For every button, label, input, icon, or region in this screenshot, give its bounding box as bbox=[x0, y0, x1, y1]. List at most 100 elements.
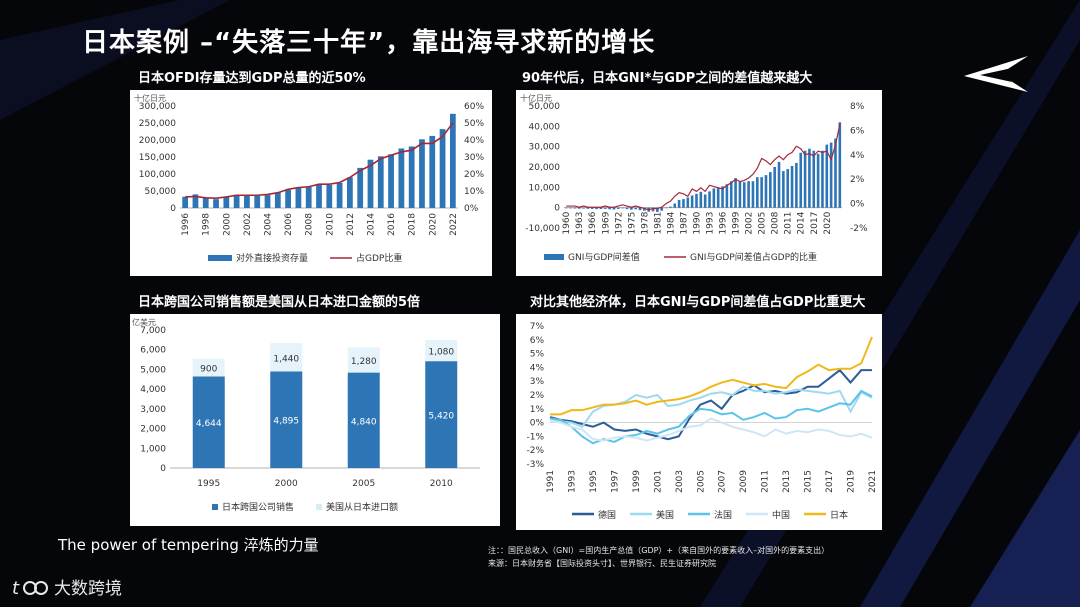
chart1-bar bbox=[213, 199, 219, 208]
chart4-ytick: 4% bbox=[530, 363, 545, 373]
chart2-bar bbox=[708, 191, 711, 208]
chart4-legend-label: 美国 bbox=[656, 509, 674, 521]
chart2-xtick: 1984 bbox=[666, 211, 676, 234]
chart4-xtick: 2013 bbox=[782, 470, 792, 493]
chart2-ytick-right: 6% bbox=[850, 126, 865, 136]
chart1-xtick: 2012 bbox=[346, 213, 356, 236]
chart3-label-imports: 900 bbox=[200, 365, 217, 375]
chart3-ytick: 7,000 bbox=[140, 326, 166, 336]
chart1-xtick: 2018 bbox=[408, 213, 418, 236]
chart3-xtick: 2005 bbox=[352, 479, 375, 489]
chart3-bar-imports bbox=[192, 358, 225, 377]
chart2-ytick-right: 4% bbox=[850, 151, 865, 161]
chart3-title: 日本跨国公司销售额是美国从日本进口金额的5倍 bbox=[138, 295, 421, 310]
chart2-bar bbox=[747, 181, 750, 208]
chart3-legend-sales-swatch bbox=[212, 504, 218, 510]
chart4-ytick: 6% bbox=[530, 336, 545, 346]
chart2-xtick: 2005 bbox=[758, 212, 768, 235]
chart4-gni-gdp-comparison: -3% -2% -1% 0% 1% 2% 3% 4% 5% 6% 7% 1991 1993 1995 199… bbox=[526, 322, 878, 521]
chart4-xtick: 2021 bbox=[868, 470, 878, 493]
chart1-xtick: 2000 bbox=[222, 213, 232, 236]
chart3-xtick: 2010 bbox=[430, 479, 453, 489]
chart1-xtick: 2002 bbox=[243, 213, 253, 236]
chart2-bar bbox=[651, 207, 655, 212]
chart1-ytick-left: 100,000 bbox=[139, 170, 176, 180]
chart1-bar bbox=[429, 135, 436, 208]
chart3-label-sales: 4,895 bbox=[273, 417, 299, 427]
chart2-bar bbox=[621, 207, 624, 209]
chart4-ytick: 0% bbox=[530, 419, 545, 429]
chart4-xtick: 2003 bbox=[675, 470, 685, 493]
chart1-bar bbox=[295, 187, 302, 208]
chart2-bar bbox=[712, 188, 716, 208]
chart2-unit-label: 十亿日元 bbox=[520, 93, 552, 103]
chart4-panel: -3% -2% -1% 0% 1% 2% 3% 4% 5% 6% 7% 1991 1993 1995 199… bbox=[516, 314, 882, 530]
chart2-bar bbox=[603, 207, 607, 209]
chart2-bar bbox=[664, 207, 668, 209]
chart2-panel: 十亿日元 -10,000 0 10,000 20,000 30,000 40,000 50,0… bbox=[516, 90, 882, 276]
chart2-bar bbox=[660, 207, 664, 211]
chart4-line-法国 bbox=[549, 389, 873, 445]
chart2-bar bbox=[786, 169, 790, 208]
chart1-xtick: 2020 bbox=[428, 213, 438, 236]
chart3-bar-sales bbox=[347, 372, 380, 468]
chart2-bar bbox=[808, 148, 811, 208]
chart4-legend-label: 日本 bbox=[830, 509, 848, 521]
chart1-bar bbox=[367, 159, 374, 208]
chart2-bar bbox=[829, 142, 833, 208]
chart2-xtick: 1975 bbox=[627, 212, 637, 235]
chart2-bar bbox=[742, 182, 746, 208]
chart2-xtick: 1978 bbox=[640, 211, 650, 234]
chart1-legend-bar-label: 对外直接投资存量 bbox=[236, 252, 308, 264]
chart1-bar bbox=[439, 129, 446, 208]
chart3-bar-imports bbox=[347, 347, 380, 373]
chart2-xtick: 2011 bbox=[784, 212, 794, 235]
chart4-ytick: -2% bbox=[526, 446, 544, 456]
chart1-ytick-left: 150,000 bbox=[139, 153, 176, 163]
chart3-ytick: 2,000 bbox=[140, 425, 166, 435]
chart2-xtick: 2014 bbox=[797, 211, 807, 234]
chart3-xtick: 2000 bbox=[275, 479, 298, 489]
chart1-bar bbox=[398, 148, 405, 208]
chart4-xtick: 1993 bbox=[567, 470, 577, 493]
brand-name: 大数跨境 bbox=[54, 579, 122, 599]
chart2-title: 90年代后，日本GNI*与GDP之间的差值越来越大 bbox=[522, 71, 813, 86]
chart3-mnc-sales: 亿美元 0 1,000 2,000 3,000 4,000 5,000 6,000 7,000 4… bbox=[132, 317, 480, 513]
chart2-bar bbox=[682, 199, 685, 208]
chart2-ytick-left: 20,000 bbox=[529, 163, 561, 173]
chart2-xtick: 2008 bbox=[771, 211, 781, 234]
chart2-legend-bar-swatch bbox=[544, 254, 564, 260]
chart1-bar bbox=[347, 177, 353, 208]
chart1-bar bbox=[388, 154, 394, 208]
arrow-logo-icon bbox=[964, 56, 1028, 92]
chart4-xtick: 2001 bbox=[653, 470, 663, 493]
chart1-bar bbox=[336, 182, 343, 208]
chart4-legend-label: 法国 bbox=[714, 509, 732, 521]
chart2-bar bbox=[569, 207, 572, 209]
chart2-bar bbox=[673, 203, 677, 208]
chart2-ytick-right: -2% bbox=[850, 224, 868, 234]
chart2-bar bbox=[751, 181, 755, 208]
chart4-ytick: 5% bbox=[530, 350, 545, 360]
chart2-bar bbox=[582, 207, 585, 209]
chart2-xtick: 1966 bbox=[588, 211, 598, 234]
chart4-xtick: 2015 bbox=[804, 470, 814, 493]
chart4-xtick: 2007 bbox=[718, 470, 728, 493]
chart1-bar bbox=[326, 184, 333, 208]
chart1-bar bbox=[408, 146, 415, 208]
chart1-xtick: 1996 bbox=[181, 213, 191, 236]
chart2-xtick: 2017 bbox=[810, 212, 820, 235]
chart3-bar-imports bbox=[270, 343, 303, 372]
chart4-xtick: 1997 bbox=[610, 470, 620, 493]
chart2-bar bbox=[782, 171, 785, 208]
chart1-xtick: 2014 bbox=[366, 213, 376, 236]
chart2-ytick-left: 40,000 bbox=[529, 122, 561, 132]
chart2-bar bbox=[816, 153, 820, 208]
chart3-panel: 亿美元 0 1,000 2,000 3,000 4,000 5,000 6,000 7,000 4… bbox=[130, 314, 500, 526]
chart1-bar bbox=[182, 196, 189, 208]
chart2-bar bbox=[703, 194, 707, 208]
chart1-ytick-left: 50,000 bbox=[145, 187, 177, 197]
chart2-bar bbox=[586, 207, 590, 209]
chart1-ytick-right: 30% bbox=[464, 153, 484, 163]
chart1-xtick: 2010 bbox=[325, 213, 335, 236]
